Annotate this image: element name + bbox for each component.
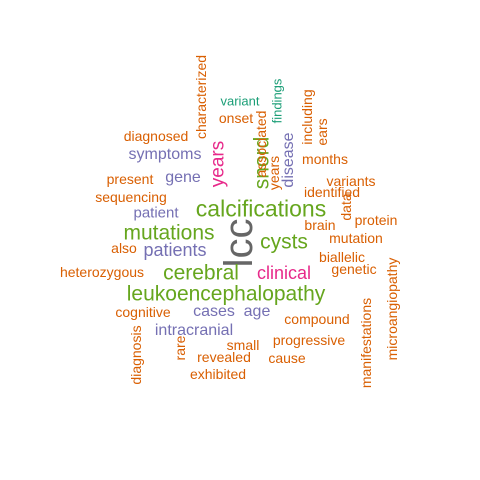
word-variant: variant bbox=[220, 93, 260, 109]
word-cognitive: cognitive bbox=[115, 304, 171, 320]
word-brain: brain bbox=[304, 217, 336, 233]
word-onset: onset bbox=[218, 110, 254, 126]
word-microangiopathy: microangiopathy bbox=[384, 257, 400, 361]
word-exhibited: exhibited bbox=[189, 366, 247, 382]
word-clinical: clinical bbox=[256, 263, 312, 283]
word-small: small bbox=[226, 337, 260, 353]
word-years: years bbox=[266, 155, 282, 191]
word-years: years bbox=[207, 140, 229, 188]
word-cases: cases bbox=[193, 303, 235, 320]
word-protein: protein bbox=[354, 212, 398, 228]
word-manifestations: manifestations bbox=[358, 297, 374, 389]
word-lcc: lcc bbox=[217, 218, 261, 268]
word-patient: patient bbox=[133, 204, 179, 222]
word-calcifications: calcifications bbox=[195, 195, 327, 222]
word-characterized: characterized bbox=[193, 54, 209, 140]
word-compound: compound bbox=[284, 311, 350, 327]
word-data: data bbox=[338, 193, 354, 221]
word-patients: patients bbox=[143, 240, 207, 260]
word-cerebral: cerebral bbox=[163, 261, 239, 285]
word-gene: gene bbox=[165, 169, 201, 186]
word-symptoms: symptoms bbox=[128, 146, 202, 163]
word-heterozygous: heterozygous bbox=[59, 264, 145, 280]
word-cause: cause bbox=[268, 350, 306, 366]
word-disease: disease bbox=[280, 132, 297, 188]
word-variants: variants bbox=[326, 173, 376, 189]
word-diagnosed: diagnosed bbox=[123, 128, 189, 144]
word-revealed: revealed bbox=[197, 349, 251, 365]
word-also: also bbox=[111, 240, 137, 256]
word-cysts: cysts bbox=[260, 230, 308, 254]
word-present: present bbox=[106, 171, 154, 187]
word-ears: ears bbox=[314, 118, 330, 146]
word-sequencing: sequencing bbox=[95, 189, 167, 205]
word-diagnosis: diagnosis bbox=[128, 325, 144, 385]
word-age: age bbox=[243, 303, 271, 320]
word-intracranial: intracranial bbox=[154, 322, 234, 339]
word-mutation: mutation bbox=[329, 230, 383, 246]
word-findings: findings bbox=[269, 78, 285, 124]
word-progressive: progressive bbox=[272, 332, 346, 348]
word-identified: identified bbox=[303, 184, 361, 200]
word-mutations: mutations bbox=[123, 221, 215, 245]
word-rare: rare bbox=[172, 335, 188, 361]
word-biallelic: biallelic bbox=[319, 249, 365, 265]
word-genetic: genetic bbox=[331, 261, 377, 277]
word-months: months bbox=[302, 151, 348, 167]
word-including: including bbox=[299, 89, 315, 145]
word-leukoencephalopathy: leukoencephalopathy bbox=[126, 282, 326, 306]
